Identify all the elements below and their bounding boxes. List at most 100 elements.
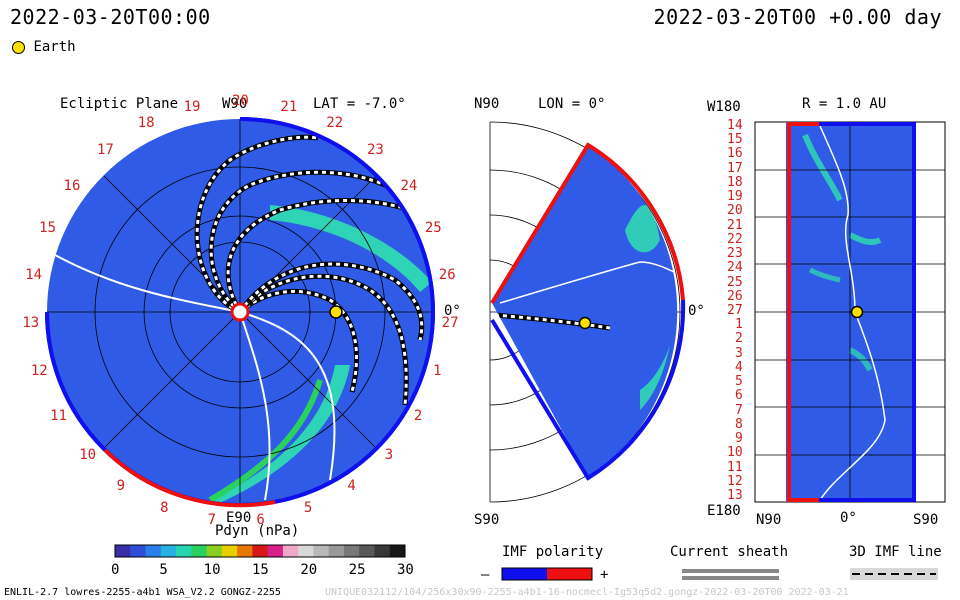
carrington-label: 16 <box>63 177 81 194</box>
carrington-label: 12 <box>30 363 48 380</box>
r-panel-y-label: 27 <box>727 303 743 318</box>
carrington-label: 23 <box>366 142 384 159</box>
carrington-label: 20 <box>232 93 249 109</box>
r-panel-y-label: 9 <box>735 431 743 447</box>
carrington-label: 21 <box>280 98 298 115</box>
ecliptic-title: Ecliptic Plane <box>60 96 179 112</box>
ecliptic-lat-label: LAT = -7.0° <box>313 96 406 112</box>
carrington-label: 17 <box>97 142 114 159</box>
carrington-label: 15 <box>39 219 57 236</box>
imf-positive-swatch <box>547 568 592 580</box>
r-panel-y-label: 10 <box>727 445 743 461</box>
imf-line-swatch <box>850 568 938 580</box>
carrington-label: 27 <box>441 315 459 332</box>
imf-minus-label: – <box>481 567 490 583</box>
carrington-label: 1 <box>433 363 442 380</box>
carrington-label: 4 <box>347 478 356 495</box>
ecliptic-stream-upper <box>270 205 432 292</box>
carrington-label: 18 <box>137 115 155 132</box>
current-sheath-title: Current sheath <box>670 544 789 560</box>
carrington-label: 11 <box>50 408 67 424</box>
colorbar-tick-label: 0 <box>111 562 120 578</box>
sun-marker <box>230 302 250 322</box>
colorbar-cell <box>115 545 131 557</box>
carrington-label: 5 <box>303 500 313 517</box>
colorbar-cell <box>237 545 253 557</box>
r-panel-y-label: 16 <box>727 146 743 162</box>
colorbar-tick-label: 5 <box>159 562 168 578</box>
r-panel-y-label: 24 <box>727 260 743 276</box>
carrington-label: 9 <box>116 478 126 495</box>
r-panel-e180-label: E180 <box>707 503 741 519</box>
ecliptic-stream-lower <box>200 365 350 505</box>
r-panel-x-0deg: 0° <box>840 510 857 526</box>
r-panel-y-label: 1 <box>735 317 743 333</box>
colorbar-cell <box>267 545 284 557</box>
carrington-label: 13 <box>22 315 40 332</box>
meridional-0deg-label: 0° <box>688 303 705 319</box>
meridional-n90-label: N90 <box>474 96 500 112</box>
colorbar-tick-label: 15 <box>252 562 269 578</box>
colorbar-cell <box>359 545 375 557</box>
r-panel-x-n90: N90 <box>756 512 782 528</box>
colorbar-tick-label: 30 <box>397 562 414 578</box>
carrington-label: 10 <box>79 447 97 464</box>
meridional-plane-panel <box>489 121 686 503</box>
r-panel-y-label: 11 <box>727 459 743 475</box>
colorbar-tick-label: 25 <box>348 562 366 578</box>
colorbar-cell <box>298 545 314 557</box>
r-panel-y-label: 17 <box>727 160 743 176</box>
earth-marker-r-panel <box>850 305 864 319</box>
carrington-label: 26 <box>438 266 456 283</box>
colorbar-cell <box>145 545 162 557</box>
footer-model-info: ENLIL-2.7 lowres-2255-a4b1 WSA_V2.2 GONG… <box>4 587 281 598</box>
colorbar-cell <box>130 545 147 557</box>
carrington-label: 7 <box>207 511 217 528</box>
meridional-rim-positive <box>490 142 685 305</box>
pdyn-colorbar <box>115 545 406 557</box>
r-panel-y-label: 2 <box>735 331 743 347</box>
r-panel-y-label: 5 <box>735 374 743 390</box>
imf-negative-swatch <box>502 568 547 580</box>
earth-marker-icon <box>12 40 25 54</box>
earth-marker-meridional <box>578 316 592 330</box>
r-panel-y-label: 21 <box>727 217 743 233</box>
colorbar-cell <box>176 545 192 557</box>
r-panel-y-label: 13 <box>727 488 743 503</box>
imf-line-title: 3D IMF line <box>849 544 942 560</box>
colorbar-cell <box>282 545 299 557</box>
carrington-label: 14 <box>25 266 43 283</box>
timestamp-left: 2022-03-20T00:00 <box>10 5 211 29</box>
colorbar-cell <box>343 545 360 557</box>
r-panel <box>754 121 946 503</box>
r-panel-x-s90: S90 <box>913 512 939 528</box>
carrington-label: 25 <box>424 219 442 236</box>
carrington-label: 3 <box>384 447 394 464</box>
colorbar-cell <box>389 545 406 557</box>
earth-legend: Earth <box>12 39 76 55</box>
carrington-label: 6 <box>256 511 265 528</box>
imf-polarity-title: IMF polarity <box>502 544 604 560</box>
meridional-s90-label: S90 <box>474 512 500 528</box>
r-panel-y-label: 4 <box>735 359 743 375</box>
current-sheath-swatch <box>682 569 779 580</box>
colorbar-cell <box>221 545 238 557</box>
earth-marker-ecliptic <box>329 305 343 319</box>
r-panel-y-label: 3 <box>735 345 743 361</box>
colorbar-tick-label: 10 <box>203 562 221 578</box>
r-panel-w180-label: W180 <box>707 99 741 115</box>
r-panel-y-label: 22 <box>727 231 743 247</box>
r-panel-y-label: 15 <box>727 132 743 148</box>
carrington-label: 8 <box>160 500 169 517</box>
colorbar-cell <box>252 545 269 557</box>
colorbar-tick-label: 20 <box>300 562 318 578</box>
r-panel-y-label: 25 <box>727 274 743 290</box>
ecliptic-0deg-label: 0° <box>444 303 461 319</box>
earth-legend-label: Earth <box>33 39 76 55</box>
colorbar-cell <box>206 545 223 557</box>
r-panel-y-label: 23 <box>727 246 743 262</box>
ecliptic-rim-positive <box>103 448 276 508</box>
carrington-label: 24 <box>400 177 418 194</box>
colorbar-cell <box>374 545 391 557</box>
